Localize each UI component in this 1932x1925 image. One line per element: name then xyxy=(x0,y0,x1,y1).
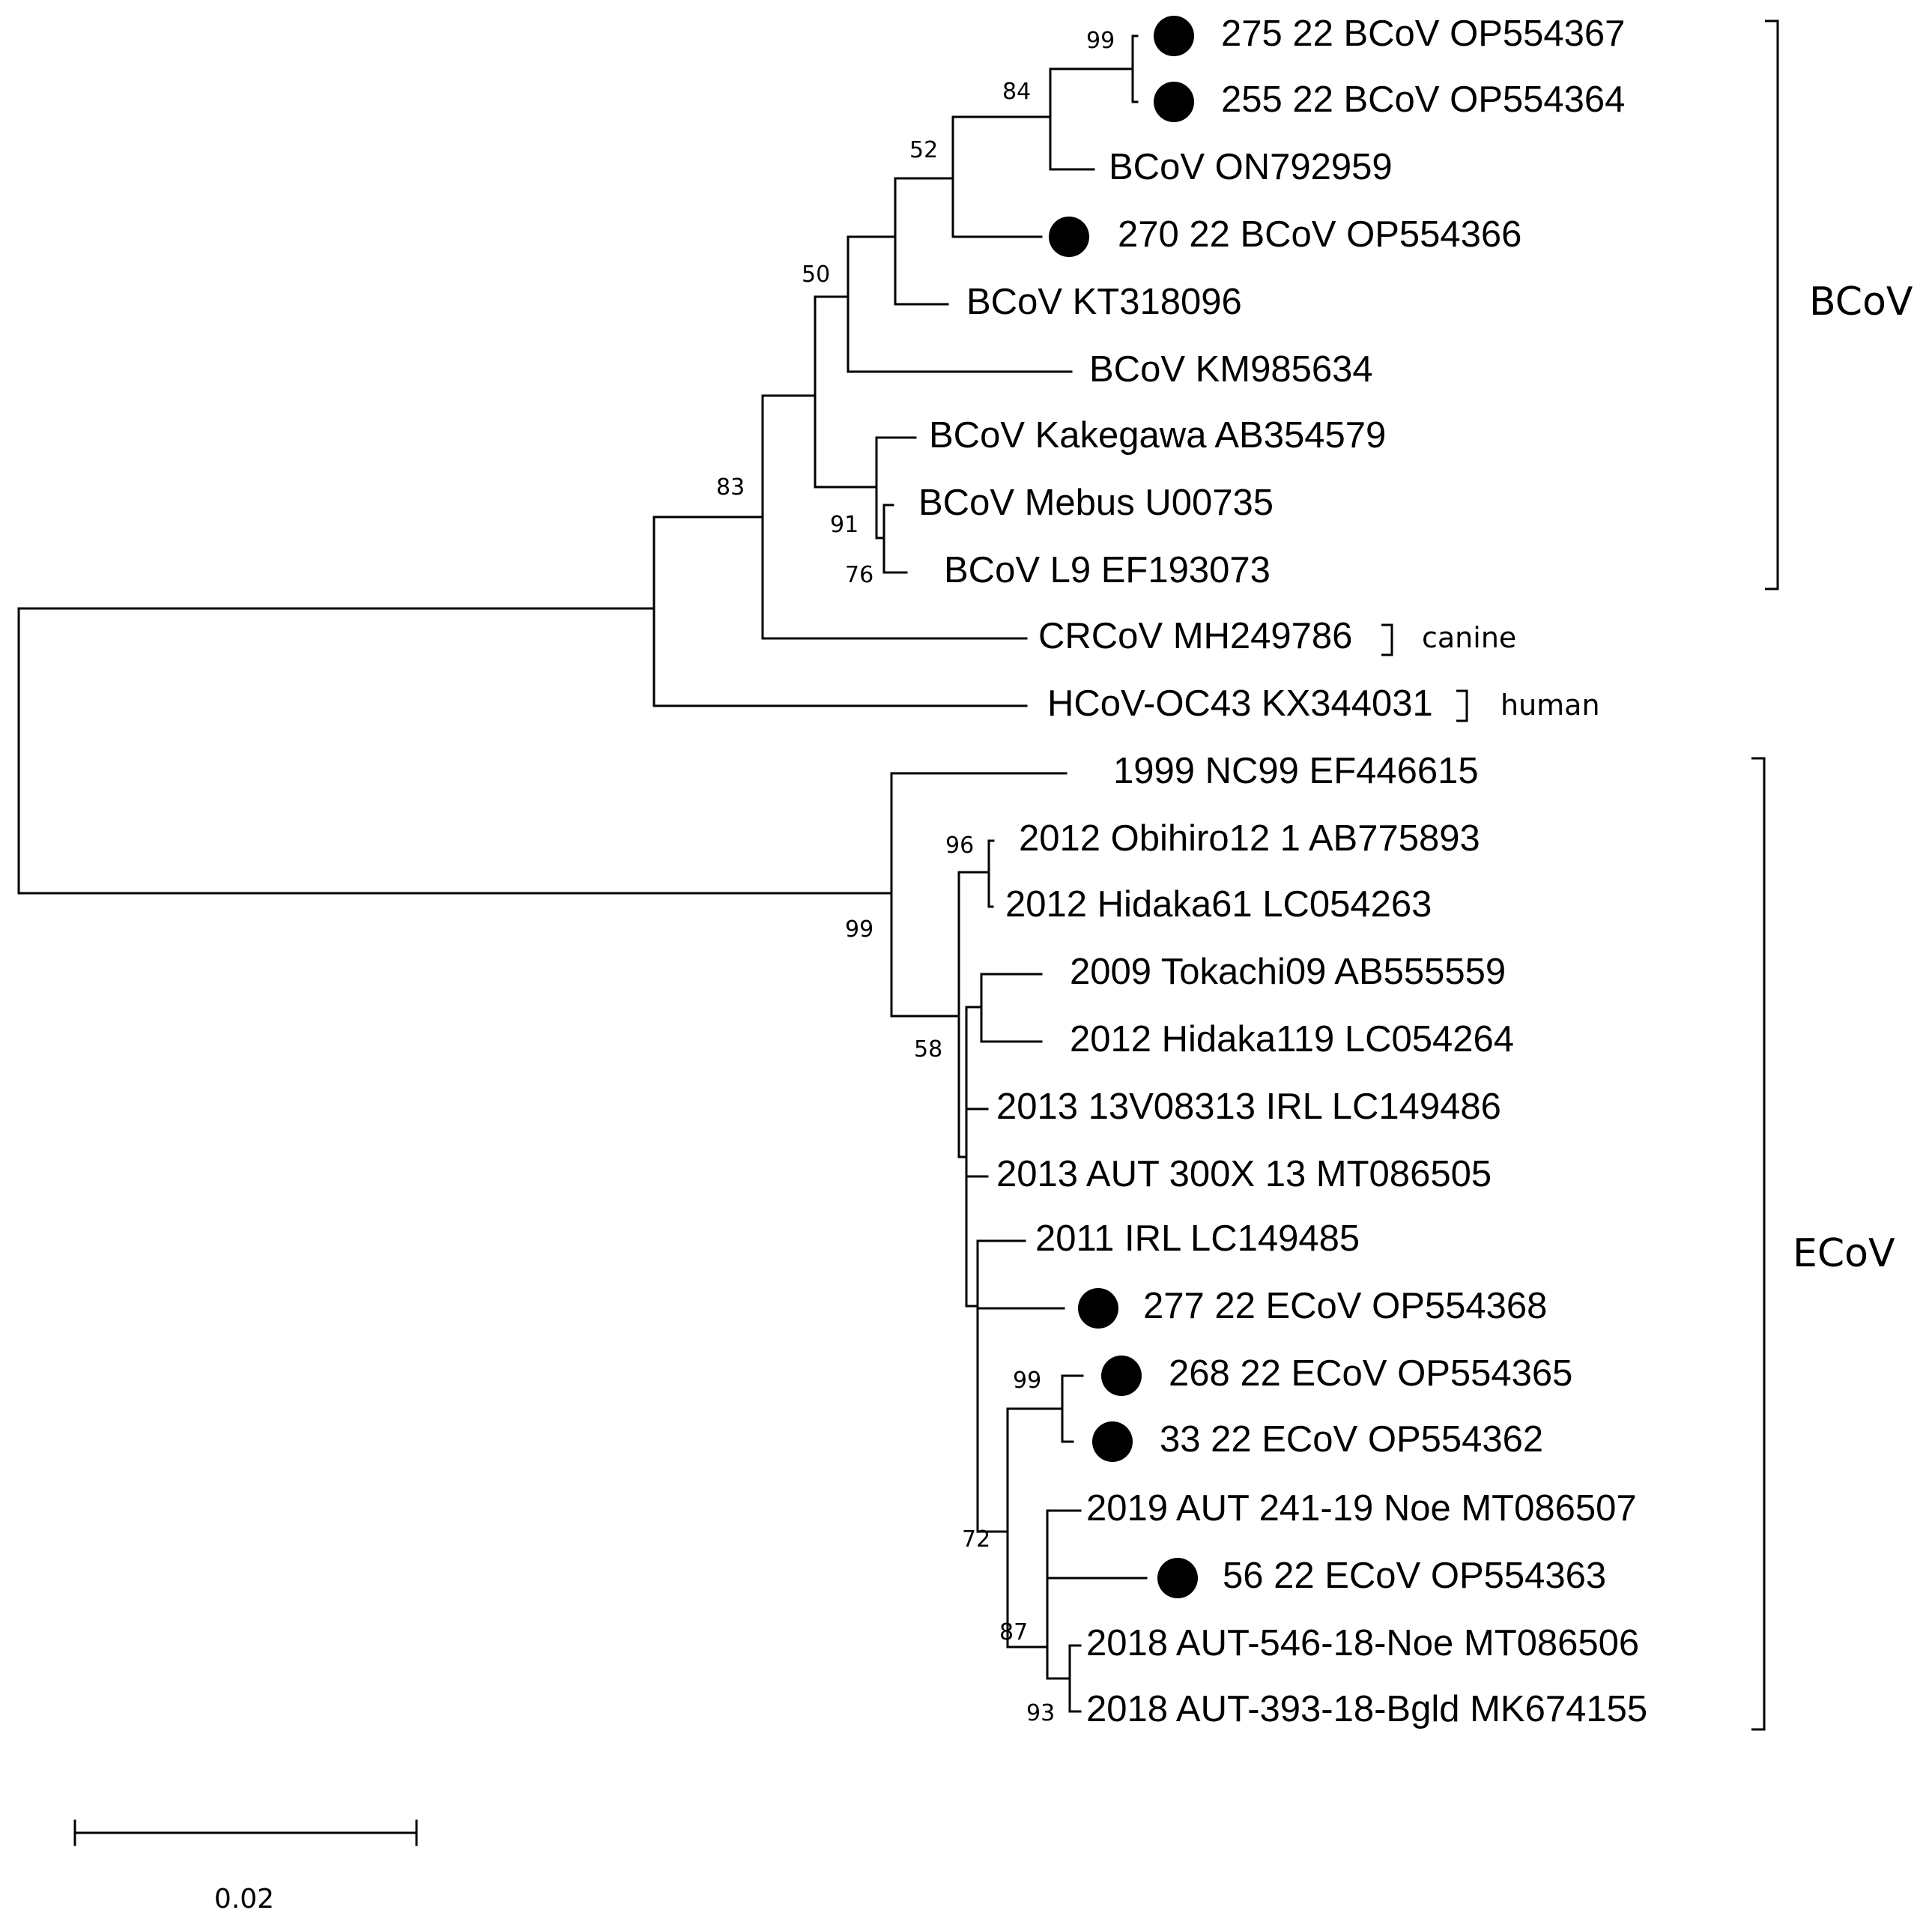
taxon-label: BCoV L9 EF193073 xyxy=(944,550,1271,590)
taxon-label: 2012 Hidaka119 LC054264 xyxy=(1070,1019,1514,1060)
study-sample-markers xyxy=(1049,16,1198,1598)
bootstrap-value: 87 xyxy=(999,1619,1028,1646)
bracket-ecov xyxy=(1751,757,1766,1731)
marker-dot xyxy=(1101,1356,1142,1396)
marker-dot xyxy=(1092,1421,1133,1462)
taxon-label: BCoV ON792959 xyxy=(1109,147,1393,187)
taxon-label: 33 22 ECoV OP554362 xyxy=(1160,1419,1543,1460)
taxon-label: 2018 AUT-546-18-Noe MT086506 xyxy=(1086,1623,1639,1663)
bootstrap-value: 93 xyxy=(1026,1700,1055,1726)
bootstrap-value: 84 xyxy=(1002,79,1031,105)
taxon-label: 56 22 ECoV OP554363 xyxy=(1223,1556,1606,1596)
taxon-label: BCoV Mebus U00735 xyxy=(918,483,1274,523)
taxon-label: 2012 Obihiro12 1 AB775893 xyxy=(1019,818,1480,859)
taxon-label: CRCoV MH249786 xyxy=(1038,616,1352,656)
taxon-label: BCoV KM985634 xyxy=(1089,349,1373,390)
bootstrap-value: 83 xyxy=(716,474,745,501)
bootstrap-value: 99 xyxy=(1013,1368,1041,1394)
clade-label-canine: canine xyxy=(1422,621,1516,654)
taxon-labels: 275 22 BCoV OP554367 255 22 BCoV OP55436… xyxy=(918,13,1647,1729)
taxon-label: 277 22 ECoV OP554368 xyxy=(1143,1286,1547,1326)
taxon-label: 255 22 BCoV OP554364 xyxy=(1221,79,1625,120)
marker-dot xyxy=(1078,1288,1118,1329)
clade-label-ecov: ECoV xyxy=(1793,1231,1895,1276)
bootstrap-value: 52 xyxy=(909,137,938,163)
taxon-label: 268 22 ECoV OP554365 xyxy=(1169,1353,1572,1394)
taxon-label: 270 22 BCoV OP554366 xyxy=(1118,214,1521,255)
bracket-human xyxy=(1456,689,1468,722)
tree-branches xyxy=(17,34,1148,1713)
bootstrap-values: 99 84 52 50 83 91 76 96 99 58 99 72 87 9… xyxy=(716,28,1115,1726)
taxon-label: 2009 Tokachi09 AB555559 xyxy=(1070,952,1506,992)
taxon-label: 2018 AUT-393-18-Bgld MK674155 xyxy=(1086,1689,1647,1729)
taxon-label: 2013 13V08313 IRL LC149486 xyxy=(996,1087,1501,1127)
clade-brackets: BCoV canine human ECoV xyxy=(1381,19,1913,1731)
bracket-bcov xyxy=(1765,19,1779,590)
bootstrap-value: 58 xyxy=(914,1036,942,1063)
marker-dot xyxy=(1049,217,1089,257)
taxon-label: 275 22 BCoV OP554367 xyxy=(1221,13,1625,54)
bootstrap-value: 99 xyxy=(845,916,873,943)
marker-dot xyxy=(1157,1558,1198,1598)
taxon-label: 2019 AUT 241-19 Noe MT086507 xyxy=(1086,1488,1637,1529)
clade-label-human: human xyxy=(1501,689,1600,722)
bootstrap-value: 50 xyxy=(802,262,830,288)
bootstrap-value: 99 xyxy=(1086,28,1115,54)
bracket-canine xyxy=(1381,623,1393,656)
taxon-label: 2012 Hidaka61 LC054263 xyxy=(1005,884,1432,925)
taxon-label: BCoV KT318096 xyxy=(966,282,1242,322)
taxon-label: 2011 IRL LC149485 xyxy=(1035,1218,1360,1259)
clade-label-bcov: BCoV xyxy=(1809,279,1913,324)
bootstrap-value: 72 xyxy=(962,1526,990,1553)
bootstrap-value: 76 xyxy=(845,562,873,588)
taxon-label: HCoV-OC43 KX344031 xyxy=(1047,683,1433,724)
taxon-label: 1999 NC99 EF446615 xyxy=(1113,751,1479,791)
bootstrap-value: 96 xyxy=(945,832,974,859)
taxon-label: BCoV Kakegawa AB354579 xyxy=(929,415,1386,456)
taxon-label: 2013 AUT 300X 13 MT086505 xyxy=(996,1154,1492,1194)
marker-dot xyxy=(1154,82,1194,122)
bootstrap-value: 91 xyxy=(830,512,859,538)
marker-dot xyxy=(1154,16,1194,56)
scale-bar: 0.02 xyxy=(73,1819,418,1915)
scale-bar-label: 0.02 xyxy=(214,1884,274,1915)
